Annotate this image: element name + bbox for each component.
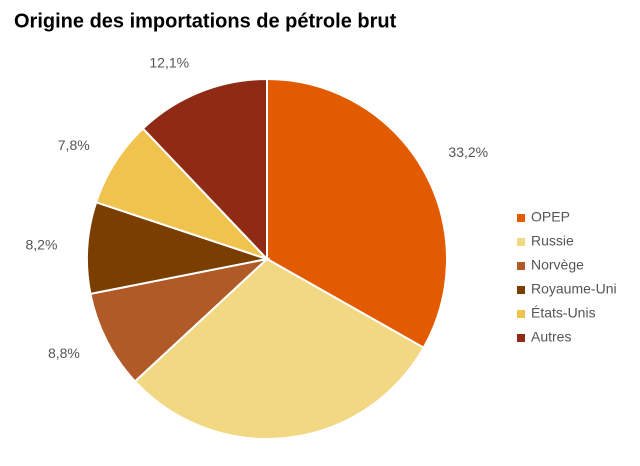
legend-swatch (517, 334, 525, 342)
pie-slice (86, 201, 271, 296)
legend-label: Autres (531, 329, 571, 345)
data-label: 7,8% (58, 137, 90, 153)
pie-slice (141, 77, 268, 262)
pie-slice (133, 257, 425, 440)
legend-label: OPEP (531, 209, 570, 225)
legend-label: Royaume-Uni (531, 281, 617, 297)
legend-swatch (517, 262, 525, 270)
legend-swatch (517, 238, 525, 246)
legend-label: Russie (531, 233, 574, 249)
data-label: 8,8% (48, 345, 80, 361)
pie-slice (89, 257, 271, 383)
data-label: 12,1% (149, 55, 189, 71)
chart-title: Origine des importations de pétrole brut (14, 10, 397, 32)
legend-swatch (517, 286, 525, 294)
legend-label: États-Unis (531, 305, 596, 321)
legend-swatch (517, 310, 525, 318)
pie-slice (266, 77, 448, 350)
data-label: 8,2% (25, 237, 57, 253)
legend-swatch (517, 214, 525, 222)
data-label: 33,2% (448, 144, 488, 160)
legend-label: Norvège (531, 257, 584, 273)
